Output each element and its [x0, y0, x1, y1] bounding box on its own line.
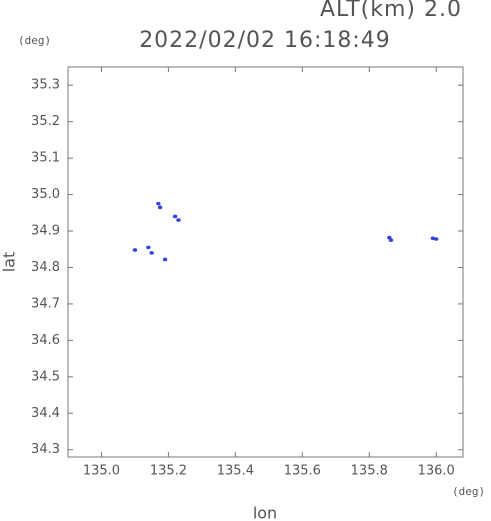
x-tick-label: 136.0 [418, 464, 455, 479]
x-tick-label: 135.6 [284, 464, 321, 479]
altitude-label: ALT(km) 2.0 [320, 0, 462, 22]
x-unit: (deg) [452, 485, 485, 498]
y-tick-label: 34.9 [31, 224, 60, 239]
point [132, 248, 138, 252]
x-tick-label: 135.4 [217, 464, 254, 479]
plot-frame [67, 66, 464, 458]
y-tick-label: 35.3 [31, 78, 60, 93]
point [149, 251, 154, 255]
y-tick-label: 35.2 [31, 114, 60, 129]
point [434, 237, 439, 241]
point [157, 205, 163, 210]
y-tick-label: 34.6 [31, 333, 60, 348]
x-axis-label: lon [253, 504, 277, 521]
y-axis-label: lat [0, 252, 19, 273]
y-unit: (deg) [18, 34, 51, 47]
point [172, 214, 178, 219]
point [146, 245, 151, 250]
point [176, 218, 181, 222]
point [156, 201, 161, 206]
y-tick-label: 34.5 [31, 369, 60, 384]
point [430, 236, 436, 241]
chart-title: 2022/02/02 16:18:49 [139, 28, 391, 53]
point [388, 238, 394, 242]
y-tick-label: 35.0 [31, 187, 60, 202]
y-tick-label: 34.3 [31, 442, 60, 457]
x-tick-label: 135.2 [150, 464, 187, 479]
y-tick-label: 34.8 [31, 260, 60, 275]
y-tick-label: 34.7 [31, 296, 60, 311]
x-tick-label: 135.8 [351, 464, 388, 479]
x-tick-label: 135.0 [83, 464, 120, 479]
point [162, 257, 168, 262]
y-tick-label: 34.4 [31, 406, 60, 421]
y-tick-label: 35.1 [31, 151, 60, 166]
